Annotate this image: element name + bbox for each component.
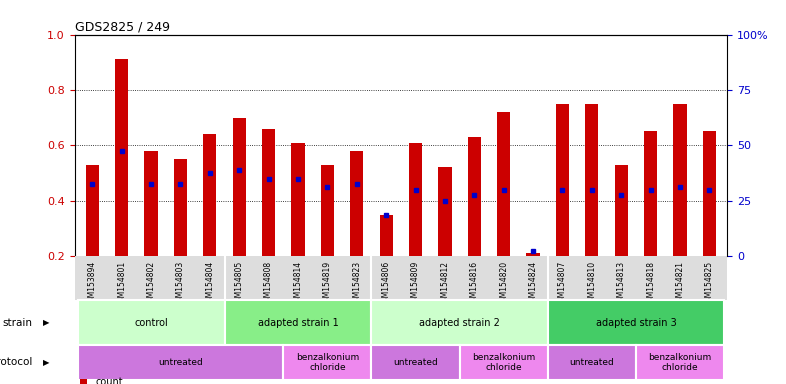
Text: GSM154813: GSM154813 (617, 260, 626, 307)
Bar (351, 151, 363, 256)
Text: GSM154806: GSM154806 (382, 260, 391, 307)
Text: GSM154809: GSM154809 (411, 260, 420, 307)
Bar (174, 159, 187, 256)
Bar (556, 104, 569, 256)
Bar (527, 253, 540, 256)
Bar (460, 345, 548, 380)
Text: GSM154807: GSM154807 (558, 260, 567, 307)
Bar (586, 104, 598, 256)
Text: untreated: untreated (570, 358, 614, 367)
Text: benzalkonium
chloride: benzalkonium chloride (472, 353, 535, 372)
Text: GSM154808: GSM154808 (264, 260, 273, 307)
Text: GSM154814: GSM154814 (293, 260, 303, 307)
Bar (548, 345, 636, 380)
Text: GSM154818: GSM154818 (646, 260, 656, 306)
Bar (283, 345, 372, 380)
Bar (225, 300, 372, 345)
Text: adapted strain 3: adapted strain 3 (596, 318, 676, 328)
Text: adapted strain 1: adapted strain 1 (258, 318, 339, 328)
Text: GSM154823: GSM154823 (352, 260, 362, 307)
Bar (78, 345, 283, 380)
Bar (674, 104, 687, 256)
Text: strain: strain (2, 318, 32, 328)
Bar (78, 300, 225, 345)
Bar (321, 165, 334, 256)
Bar (292, 142, 305, 256)
Bar (262, 129, 275, 256)
Bar (644, 131, 657, 256)
Bar (636, 345, 724, 380)
Text: GSM154802: GSM154802 (146, 260, 156, 307)
Text: GSM153894: GSM153894 (88, 260, 97, 307)
Bar (439, 167, 451, 256)
Text: GSM154801: GSM154801 (117, 260, 127, 307)
Text: GSM154820: GSM154820 (499, 260, 509, 307)
Text: GSM154803: GSM154803 (176, 260, 185, 307)
Text: ▶: ▶ (43, 318, 50, 327)
Text: GSM154812: GSM154812 (440, 260, 450, 306)
Text: GSM154821: GSM154821 (675, 260, 685, 306)
Bar (204, 134, 216, 256)
Bar (145, 151, 158, 256)
Bar (372, 345, 460, 380)
Text: GSM154825: GSM154825 (705, 260, 714, 307)
Text: adapted strain 2: adapted strain 2 (419, 318, 500, 328)
Text: benzalkonium
chloride: benzalkonium chloride (296, 353, 359, 372)
Text: GDS2825 / 249: GDS2825 / 249 (75, 20, 170, 33)
Text: growth protocol: growth protocol (0, 358, 32, 367)
Bar (380, 215, 393, 256)
Text: untreated: untreated (158, 358, 203, 367)
Bar (703, 131, 716, 256)
Text: GSM154810: GSM154810 (587, 260, 597, 307)
Bar (372, 300, 548, 345)
Bar (615, 165, 628, 256)
Text: GSM154805: GSM154805 (235, 260, 244, 307)
Text: GSM154824: GSM154824 (529, 260, 538, 307)
Bar (233, 118, 246, 256)
Text: GSM154804: GSM154804 (205, 260, 215, 307)
Text: GSM154816: GSM154816 (470, 260, 479, 307)
Bar (497, 112, 510, 256)
Text: control: control (134, 318, 168, 328)
Bar (86, 165, 99, 256)
Text: untreated: untreated (393, 358, 438, 367)
Bar (468, 137, 481, 256)
Bar (548, 300, 724, 345)
Bar (409, 142, 422, 256)
Text: ▶: ▶ (43, 358, 50, 367)
Legend: count, percentile rank within the sample: count, percentile rank within the sample (79, 377, 260, 384)
Text: benzalkonium
chloride: benzalkonium chloride (648, 353, 711, 372)
Bar (115, 60, 128, 256)
Text: GSM154819: GSM154819 (323, 260, 332, 307)
